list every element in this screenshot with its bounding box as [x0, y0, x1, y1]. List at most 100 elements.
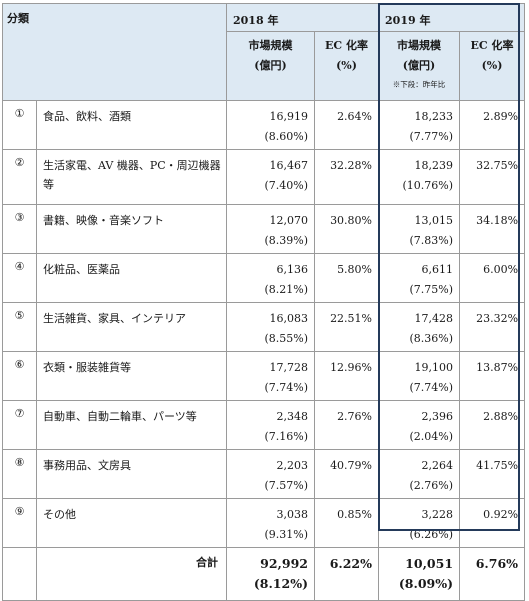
total-ec-2019: 6.76%	[459, 547, 526, 601]
market-size-2019-cell: 19,100 (7.74%)	[378, 351, 461, 401]
table-row: ④ 化粧品、医薬品 6,136 (8.21%) 5.80% 6,611 (7.75%) 6.0…	[2, 253, 526, 303]
market-size-2018-cell: 3,038 (9.31%)	[226, 498, 315, 548]
market-size-2018: 17,728	[269, 361, 309, 374]
ec-rate-2019: 34.18%	[459, 204, 526, 254]
table-row: ⑨ その他 3,038 (9.31%) 0.85% 3,228 (6.26%) 0.92%	[2, 498, 526, 548]
row-number: ⑤	[2, 302, 37, 352]
ec-rate-2018: 32.28%	[313, 149, 380, 205]
total-size-2019: 10,051	[405, 556, 454, 571]
row-number: ⑨	[2, 498, 37, 548]
ec-rate-2019: 13.87%	[459, 351, 526, 401]
ec-rate-2018: 22.51%	[313, 302, 380, 352]
market-size-2019-cell: 2,264 (2.76%)	[378, 449, 461, 499]
total-ec-2018: 6.22%	[313, 547, 380, 601]
year-2018-label: 2018 年	[233, 13, 279, 27]
ec-rate-2019: 23.32%	[459, 302, 526, 352]
market-size-2019-cell: 6,611 (7.75%)	[378, 253, 461, 303]
yoy-2019: (7.75%)	[409, 283, 454, 296]
yoy-2019: (2.04%)	[409, 430, 454, 443]
yoy-2018: (8.39%)	[264, 234, 308, 247]
market-size-2018: 2,203	[276, 459, 309, 472]
market-size-2018-header: 市場規模 (億円)	[226, 31, 315, 101]
total-size-2019-cell: 10,051 (8.09%)	[378, 547, 461, 601]
market-size-2019: 18,233	[414, 110, 454, 123]
ec-rate-2019: 6.00%	[459, 253, 526, 303]
ec-rate-2019: 0.92%	[459, 498, 526, 548]
market-size-2019-cell: 3,228 (6.26%)	[378, 498, 461, 548]
total-size-2018: 92,992	[260, 556, 308, 571]
ec-rate-unit: (%)	[481, 59, 503, 72]
yoy-2018: (7.40%)	[264, 179, 308, 192]
market-size-2019-cell: 18,239 (10.76%)	[378, 149, 461, 205]
row-category: 生活雑貨、家具、インテリア	[36, 302, 227, 352]
ec-rate-unit: (%)	[336, 59, 357, 72]
yoy-note: ※下段：昨年比	[392, 80, 446, 89]
total-row: 合計 92,992 (8.12%) 6.22% 10,051 (8.09%) 6.76%	[2, 547, 526, 601]
yoy-2018: (7.74%)	[264, 381, 308, 394]
market-size-2019: 17,428	[414, 312, 454, 325]
market-size-2018-cell: 16,919 (8.60%)	[226, 100, 315, 150]
ec-rate-2019: 2.88%	[459, 400, 526, 450]
market-size-2019-cell: 17,428 (8.36%)	[378, 302, 461, 352]
ec-rate-2018: 2.64%	[313, 100, 380, 150]
market-size-2018: 6,136	[276, 263, 309, 276]
ec-rate-2019-header: EC 化率 (%)	[459, 31, 526, 101]
category-header-label: 分類	[7, 12, 29, 25]
table-row: ⑧ 事務用品、文房具 2,203 (7.57%) 40.79% 2,264 (2.76%) 4…	[2, 449, 526, 499]
yoy-2019: (10.76%)	[402, 179, 454, 192]
market-size-2018: 2,348	[276, 410, 309, 423]
ec-rate-2018: 2.76%	[313, 400, 380, 450]
yoy-2019: (7.77%)	[409, 130, 454, 143]
market-size-2018-cell: 2,203 (7.57%)	[226, 449, 315, 499]
row-number: ①	[2, 100, 37, 150]
ec-rate-2019: 2.89%	[459, 100, 526, 150]
total-yoy-2019: (8.09%)	[398, 576, 454, 591]
row-number: ④	[2, 253, 37, 303]
year-2019-header: 2019 年	[378, 3, 526, 32]
market-size-2018-cell: 16,083 (8.55%)	[226, 302, 315, 352]
ec-rate-2018: 5.80%	[313, 253, 380, 303]
market-size-2018-cell: 6,136 (8.21%)	[226, 253, 315, 303]
row-category: 食品、飲料、酒類	[36, 100, 227, 150]
total-label: 合計	[36, 547, 227, 601]
row-number: ⑥	[2, 351, 37, 401]
ec-rate-label: EC 化率	[325, 39, 368, 52]
market-size-2018-cell: 2,348 (7.16%)	[226, 400, 315, 450]
market-size-2019-header: 市場規模 (億円) ※下段：昨年比	[378, 31, 461, 101]
market-size-2019: 6,611	[421, 263, 454, 276]
market-size-2019: 13,015	[414, 214, 454, 227]
market-size-unit: (億円)	[402, 59, 436, 72]
row-category: その他	[36, 498, 227, 548]
ec-rate-2018: 30.80%	[313, 204, 380, 254]
row-number: ⑦	[2, 400, 37, 450]
yoy-2018: (8.55%)	[264, 332, 308, 345]
market-size-2018: 16,083	[269, 312, 309, 325]
yoy-2019: (8.36%)	[409, 332, 454, 345]
total-yoy-2018: (8.12%)	[253, 576, 308, 591]
ec-rate-2018: 0.85%	[313, 498, 380, 548]
category-header: 分類	[2, 3, 227, 101]
table-row: ② 生活家電、AV 機器、PC・周辺機器等 16,467 (7.40%) 32.28% 1…	[2, 149, 526, 205]
market-size-2018-cell: 17,728 (7.74%)	[226, 351, 315, 401]
table-row: ⑤ 生活雑貨、家具、インテリア 16,083 (8.55%) 22.51% 17,428 (…	[2, 302, 526, 352]
row-category: 書籍、映像・音楽ソフト	[36, 204, 227, 254]
market-size-2019: 19,100	[414, 361, 454, 374]
row-category: 自動車、自動二輪車、パーツ等	[36, 400, 227, 450]
market-size-2018: 16,919	[269, 110, 309, 123]
market-size-unit: (億円)	[254, 59, 287, 72]
market-size-2018-cell: 16,467 (7.40%)	[226, 149, 315, 205]
market-size-2018: 3,038	[276, 508, 309, 521]
row-category: 化粧品、医薬品	[36, 253, 227, 303]
market-size-2018-cell: 12,070 (8.39%)	[226, 204, 315, 254]
market-size-2018: 16,467	[269, 159, 309, 172]
market-size-2018: 12,070	[269, 214, 309, 227]
market-size-2019: 18,239	[414, 159, 454, 172]
table-row: ⑥ 衣類・服装雑貨等 17,728 (7.74%) 12.96% 19,100 (7.74%…	[2, 351, 526, 401]
year-2018-header: 2018 年	[225, 3, 380, 32]
market-size-label: 市場規模	[248, 39, 293, 52]
yoy-2019: (6.26%)	[409, 528, 454, 541]
yoy-2018: (7.57%)	[264, 479, 308, 492]
yoy-2019: (7.74%)	[409, 381, 454, 394]
market-size-2019: 2,396	[421, 410, 454, 423]
market-size-label: 市場規模	[397, 39, 442, 52]
